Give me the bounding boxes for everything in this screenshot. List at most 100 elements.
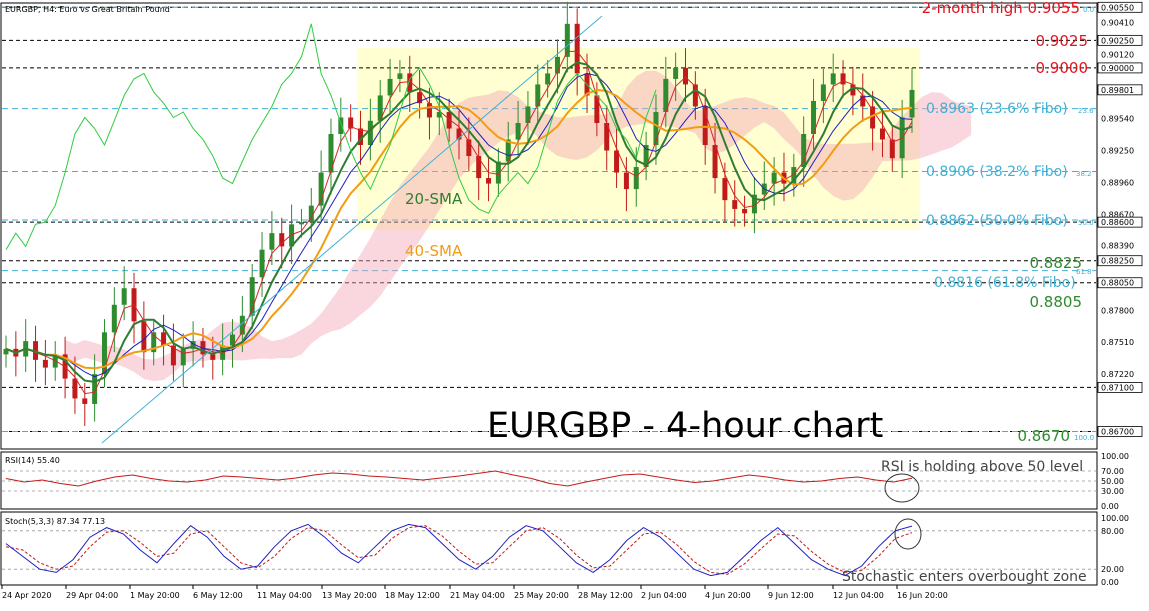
time-label-13: 12 Jun 04:00 [833, 591, 884, 600]
time-label-14: 16 Jun 20:00 [897, 591, 948, 600]
price-tick-9: 0.88670 [1101, 210, 1134, 219]
stoch-tick-1: 80.00 [1101, 527, 1124, 536]
kijun-line [5, 72, 913, 378]
candle-body-62 [614, 150, 620, 173]
rsi-tick-1: 70.00 [1101, 467, 1124, 476]
candle-body-12 [121, 288, 127, 305]
price-tick-1: 0.90410 [1101, 19, 1134, 28]
candle-body-14 [141, 321, 147, 353]
candle-body-38 [377, 95, 383, 121]
candle-body-53 [525, 106, 531, 123]
candle-body-10 [101, 332, 107, 375]
candle-body-72 [712, 145, 718, 179]
time-axis: 24 Apr 2020 29 Apr 04:00 1 May 20:00 6 May … [1, 585, 948, 600]
candle-body-84 [830, 73, 836, 85]
candle-body-34 [338, 117, 344, 135]
price-tick-5: 0.89801 [1101, 86, 1134, 95]
candle-body-23 [230, 334, 235, 346]
candle-body-66 [653, 111, 659, 146]
label-8805: 0.8805 [1030, 293, 1083, 311]
candle-body-24 [239, 315, 245, 335]
time-label-9: 28 May 12:00 [578, 591, 633, 600]
label-sma20: 20-SMA [405, 190, 463, 208]
candle-body-65 [643, 145, 649, 168]
fibo-trendline [101, 15, 603, 444]
candle-body-87 [860, 95, 866, 107]
time-label-8: 25 May 20:00 [514, 591, 569, 600]
price-tick-8: 0.88960 [1101, 178, 1134, 187]
candle-body-75 [742, 208, 748, 214]
candle-body-18 [180, 348, 186, 366]
price-tag-box-12 [1097, 255, 1143, 267]
candle-body-3 [33, 341, 39, 360]
candle-body-22 [220, 345, 226, 360]
candle-body-32 [318, 172, 324, 206]
candle-body-16 [161, 332, 167, 346]
candle-body-82 [811, 100, 817, 135]
stoch-signal-path [5, 525, 913, 575]
candle-body-54 [535, 84, 541, 107]
label-sma40: 40-SMA [405, 242, 463, 260]
stoch-title: Stoch(5,3,3) 87.34 77.13 [5, 517, 105, 526]
fibo-tag-0: 0.0 [1083, 6, 1094, 14]
time-label-3: 6 May 12:00 [193, 591, 243, 600]
price-tick-18: 0.86700 [1101, 427, 1134, 436]
label-fibo-61: 0.8816 (61.8% Fibo) [934, 275, 1076, 291]
price-tag-box-10 [1097, 216, 1143, 228]
range-box [357, 48, 920, 230]
candle-body-50 [495, 161, 501, 184]
candle-body-37 [367, 120, 373, 146]
candle-body-33 [328, 134, 334, 173]
price-tick-13: 0.88050 [1101, 279, 1134, 288]
time-label-11: 4 Jun 20:00 [705, 591, 751, 600]
candle-body-80 [791, 167, 797, 184]
label-9025: 0.9025 [1036, 32, 1089, 50]
stoch-panel [0, 511, 1098, 586]
time-label-2: 1 May 20:00 [130, 591, 180, 600]
price-tick-12: 0.88250 [1101, 257, 1134, 266]
price-tick-16: 0.87220 [1101, 370, 1134, 379]
stoch-lines: 100.00 80.00 20.00 0.00 [2, 514, 1129, 587]
candle-body-74 [732, 200, 738, 209]
candle-body-63 [623, 172, 629, 190]
candle-body-85 [840, 73, 846, 85]
candle-body-31 [308, 205, 314, 223]
candle-body-15 [151, 332, 157, 353]
candle-body-69 [683, 67, 688, 85]
sma20-line [5, 61, 913, 383]
candle-body-67 [663, 78, 669, 112]
time-label-10: 2 Jun 04:00 [641, 591, 687, 600]
price-tag-box-17 [1097, 382, 1143, 393]
rsi-tick-0: 100.00 [1101, 452, 1129, 461]
price-tick-6: 0.89540 [1101, 115, 1134, 124]
candle-body-46 [456, 128, 462, 140]
time-label-6: 18 May 12:00 [385, 591, 440, 600]
fibo-tag-23: 23.6 [1078, 107, 1094, 115]
rsi-path [5, 470, 913, 487]
fibo-tag-38: 38.2 [1076, 170, 1092, 178]
sma40-line [5, 88, 913, 370]
candle-body-56 [554, 56, 560, 74]
candle-body-11 [111, 304, 117, 333]
candle-body-52 [515, 122, 521, 140]
price-tick-15: 0.87510 [1101, 338, 1134, 347]
candle-body-35 [348, 117, 354, 129]
candle-body-42 [417, 92, 423, 104]
candle-body-41 [407, 73, 413, 93]
time-label-4: 11 May 04:00 [257, 591, 312, 600]
time-label-5: 13 May 20:00 [322, 591, 377, 600]
candle-body-47 [466, 139, 472, 157]
rsi-tick-2: 50.00 [1101, 477, 1124, 486]
price-tag-box-18 [1097, 426, 1143, 437]
candle-body-7 [72, 378, 78, 399]
price-tick-11: 0.88390 [1101, 241, 1134, 250]
chikou-line [5, 23, 657, 250]
price-tick-10: 0.88600 [1101, 218, 1134, 227]
candle-body-39 [387, 78, 393, 96]
candle-body-64 [633, 167, 639, 190]
candle-body-70 [692, 84, 698, 107]
rsi-highlight-circle [884, 473, 920, 503]
candle-body-43 [426, 103, 432, 118]
label-2month-high: 2-month high 0.9055 [922, 0, 1080, 17]
